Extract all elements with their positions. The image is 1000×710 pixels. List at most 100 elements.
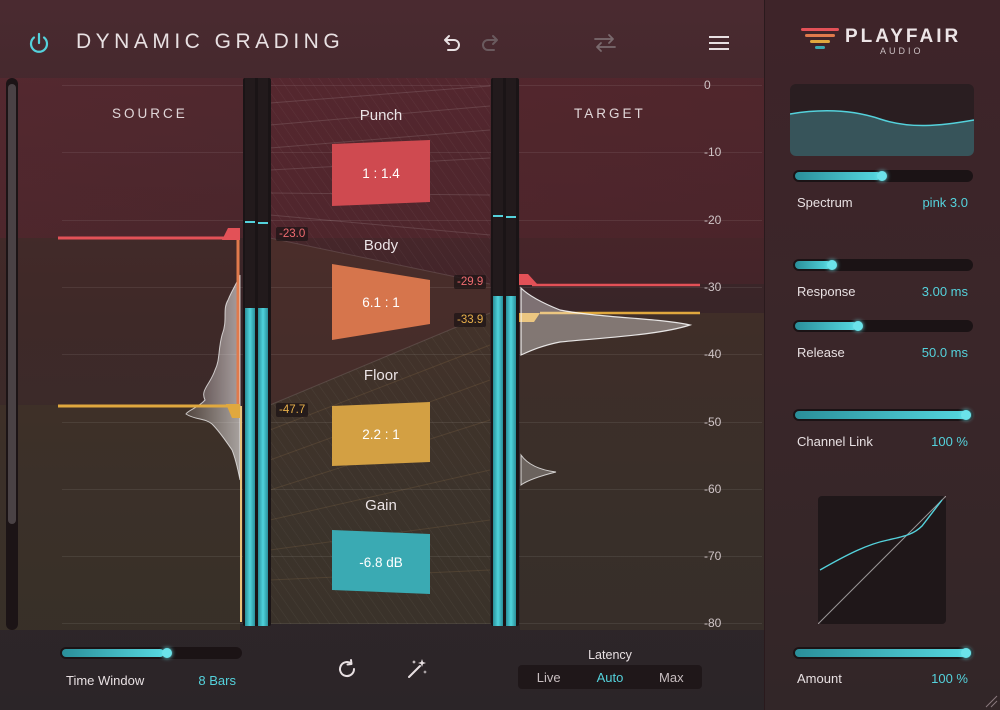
scale-gridline (62, 219, 762, 221)
target-label: TARGET (574, 106, 646, 121)
latency-max[interactable]: Max (659, 669, 684, 685)
source-meter-level-right (258, 308, 268, 626)
resize-grip-icon[interactable] (982, 692, 998, 708)
plugin-title: DYNAMIC GRADING (76, 30, 345, 53)
scale-gridline (62, 488, 762, 490)
brand-sub: AUDIO (880, 46, 924, 56)
time-window-thumb[interactable] (162, 648, 172, 658)
target-meter-level-left (493, 296, 503, 626)
channel-link-value[interactable]: 100 % (931, 434, 968, 449)
main-panel: DYNAMIC GRADING (0, 28, 764, 689)
channel-link-label: Channel Link (797, 434, 873, 449)
spectrum-fill (795, 172, 881, 180)
spectrum-thumb[interactable] (877, 171, 887, 181)
target-scale-tick: -80 (704, 616, 722, 631)
latency-live[interactable]: Live (536, 669, 561, 685)
target-scale-tick: -60 (704, 481, 722, 496)
source-meter (243, 78, 271, 626)
swap-button[interactable] (590, 28, 620, 58)
target-scale-tick: -20 (704, 212, 722, 227)
magic-wand-icon (408, 659, 427, 678)
target-punch-threshold[interactable]: -29.9 (454, 275, 487, 289)
channel-link-thumb[interactable] (961, 410, 971, 420)
punch-title: Punch (359, 107, 403, 124)
body-title: Body (363, 237, 399, 254)
undo-button[interactable] (436, 28, 466, 58)
target-floor-threshold[interactable]: -33.9 (454, 313, 487, 327)
zoom-scrollbar[interactable] (6, 78, 18, 630)
amount-slider[interactable] (793, 647, 973, 659)
reset-button[interactable] (332, 654, 362, 684)
target-scale-tick: -70 (704, 549, 722, 564)
latency-auto[interactable]: Auto (596, 669, 624, 685)
scale-gridline (62, 354, 762, 356)
spectrum-value[interactable]: pink 3.0 (922, 195, 968, 210)
zoom-scrollbar-thumb[interactable] (8, 84, 16, 524)
gain-title: Gain (365, 497, 397, 514)
power-button[interactable] (24, 28, 54, 58)
source-peak-left (245, 221, 255, 223)
hamburger-menu-icon (709, 36, 729, 50)
target-scale-tick: -50 (704, 414, 722, 429)
release-fill (795, 322, 857, 330)
gain-control[interactable]: -6.8 dB (332, 530, 430, 594)
channel-link-slider[interactable] (793, 409, 973, 421)
latency-selector: Live Auto Max (518, 665, 702, 689)
floor-title: Floor (363, 367, 399, 384)
response-thumb[interactable] (827, 260, 837, 270)
release-value[interactable]: 50.0 ms (921, 345, 968, 360)
target-peak-left (493, 215, 503, 217)
amount-value[interactable]: 100 % (931, 671, 968, 686)
source-floor-threshold[interactable]: -47.7 (276, 403, 309, 417)
time-window-value[interactable]: 8 Bars (198, 673, 236, 688)
gain-value: -6.8 dB (359, 554, 403, 570)
transfer-curve-display (817, 495, 947, 625)
reset-icon (339, 659, 356, 678)
source-histogram (58, 228, 242, 622)
time-window-slider[interactable] (60, 647, 242, 659)
release-thumb[interactable] (853, 321, 863, 331)
undo-icon (444, 35, 460, 51)
spectrum-label: Spectrum (797, 195, 853, 210)
amount-thumb[interactable] (961, 648, 971, 658)
body-ratio-value: 6.1 : 1 (362, 294, 400, 310)
target-meter (491, 78, 519, 626)
magic-button[interactable] (402, 654, 432, 684)
release-slider[interactable] (793, 320, 973, 332)
response-value[interactable]: 3.00 ms (921, 284, 968, 299)
release-label: Release (797, 345, 845, 360)
body-zone (0, 238, 240, 405)
source-label: SOURCE (112, 106, 188, 121)
channel-link-fill (795, 411, 971, 419)
target-scale-tick: 0 (704, 78, 711, 92)
brand-name: PLAYFAIR (845, 26, 962, 47)
spectrum-slider[interactable] (793, 170, 973, 182)
floor-zone (0, 405, 240, 630)
redo-button[interactable] (476, 28, 506, 58)
punch-ratio-value: 1 : 1.4 (362, 165, 400, 181)
time-window-label: Time Window (66, 673, 145, 688)
transfer-mapping (269, 78, 491, 624)
swap-icon (594, 34, 616, 52)
target-scale-tick: -40 (704, 347, 722, 362)
target-peak-right (506, 216, 516, 218)
target-floor-zone (520, 313, 764, 630)
spectrum-preview (790, 84, 974, 156)
punch-ratio-control[interactable]: 1 : 1.4 (332, 140, 430, 206)
scale-gridline (62, 85, 762, 86)
target-scale-tick: -10 (704, 145, 722, 160)
response-slider[interactable] (793, 259, 973, 271)
source-punch-threshold[interactable]: -23.0 (276, 227, 309, 241)
response-fill (795, 261, 831, 269)
scale-gridline (62, 623, 762, 625)
body-ratio-control[interactable]: 6.1 : 1 (332, 264, 430, 340)
time-window-fill (62, 649, 164, 657)
floor-ratio-control[interactable]: 2.2 : 1 (332, 402, 430, 466)
menu-button[interactable] (704, 28, 734, 58)
amount-label: Amount (797, 671, 842, 686)
target-scale-tick: -30 (704, 279, 722, 294)
response-label: Response (797, 284, 856, 299)
target-punch-zone (520, 78, 764, 284)
power-icon (29, 32, 49, 53)
